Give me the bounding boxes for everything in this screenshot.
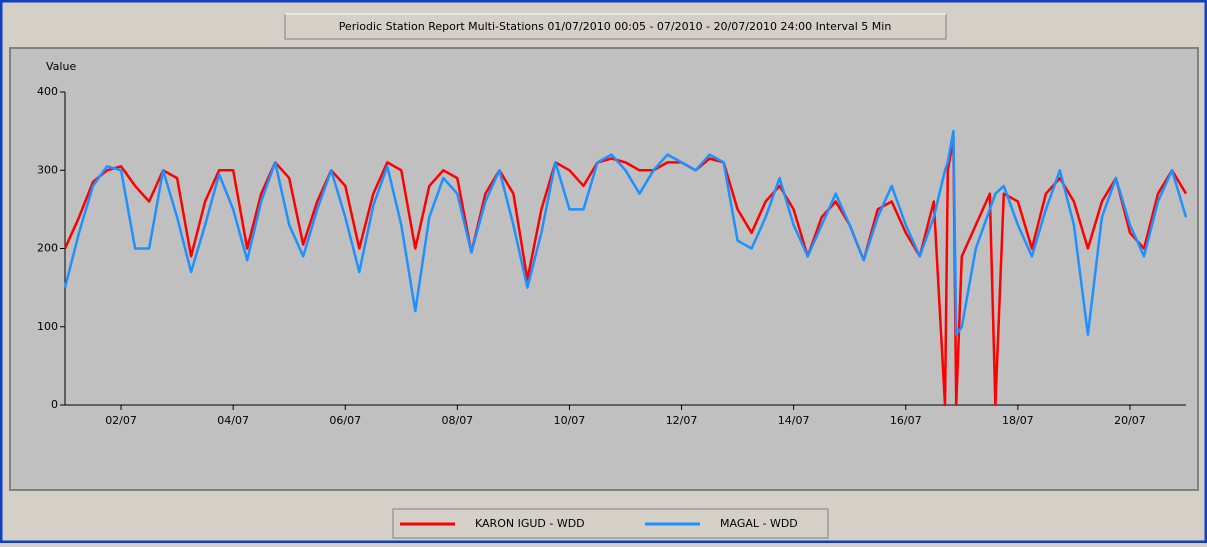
series-line: [63, 129, 1188, 336]
legend-label: KARON IGUD - WDD: [475, 517, 585, 530]
legend-label: MAGAL - WDD: [720, 517, 798, 530]
x-tick-label: 20/07: [1114, 414, 1146, 427]
x-tick-label: 10/07: [554, 414, 586, 427]
y-tick-label: 300: [37, 163, 58, 176]
x-tick-label: 14/07: [778, 414, 810, 427]
y-tick-label: 200: [37, 242, 58, 255]
x-tick-label: 08/07: [441, 414, 473, 427]
x-tick-label: 02/07: [105, 414, 137, 427]
chart-title: Periodic Station Report Multi-Stations 0…: [339, 20, 892, 33]
x-tick-label: 04/07: [217, 414, 249, 427]
y-tick-label: 0: [51, 398, 58, 411]
y-tick-label: 400: [37, 85, 58, 98]
x-tick-label: 12/07: [666, 414, 698, 427]
legend-items: KARON IGUD - WDD MAGAL - WDD: [400, 517, 798, 530]
legend: [392, 508, 829, 539]
x-tick-label: 16/07: [890, 414, 922, 427]
x-tick-label: 06/07: [329, 414, 361, 427]
y-tick-label: 100: [37, 320, 58, 333]
title-box: [284, 13, 947, 40]
y-axis-label: Value: [46, 60, 76, 73]
plot: 0 100 200 300 400 02/07 04/07 06/07 08/07 10/07 12…: [37, 85, 1188, 427]
x-tick-label: 18/07: [1002, 414, 1034, 427]
